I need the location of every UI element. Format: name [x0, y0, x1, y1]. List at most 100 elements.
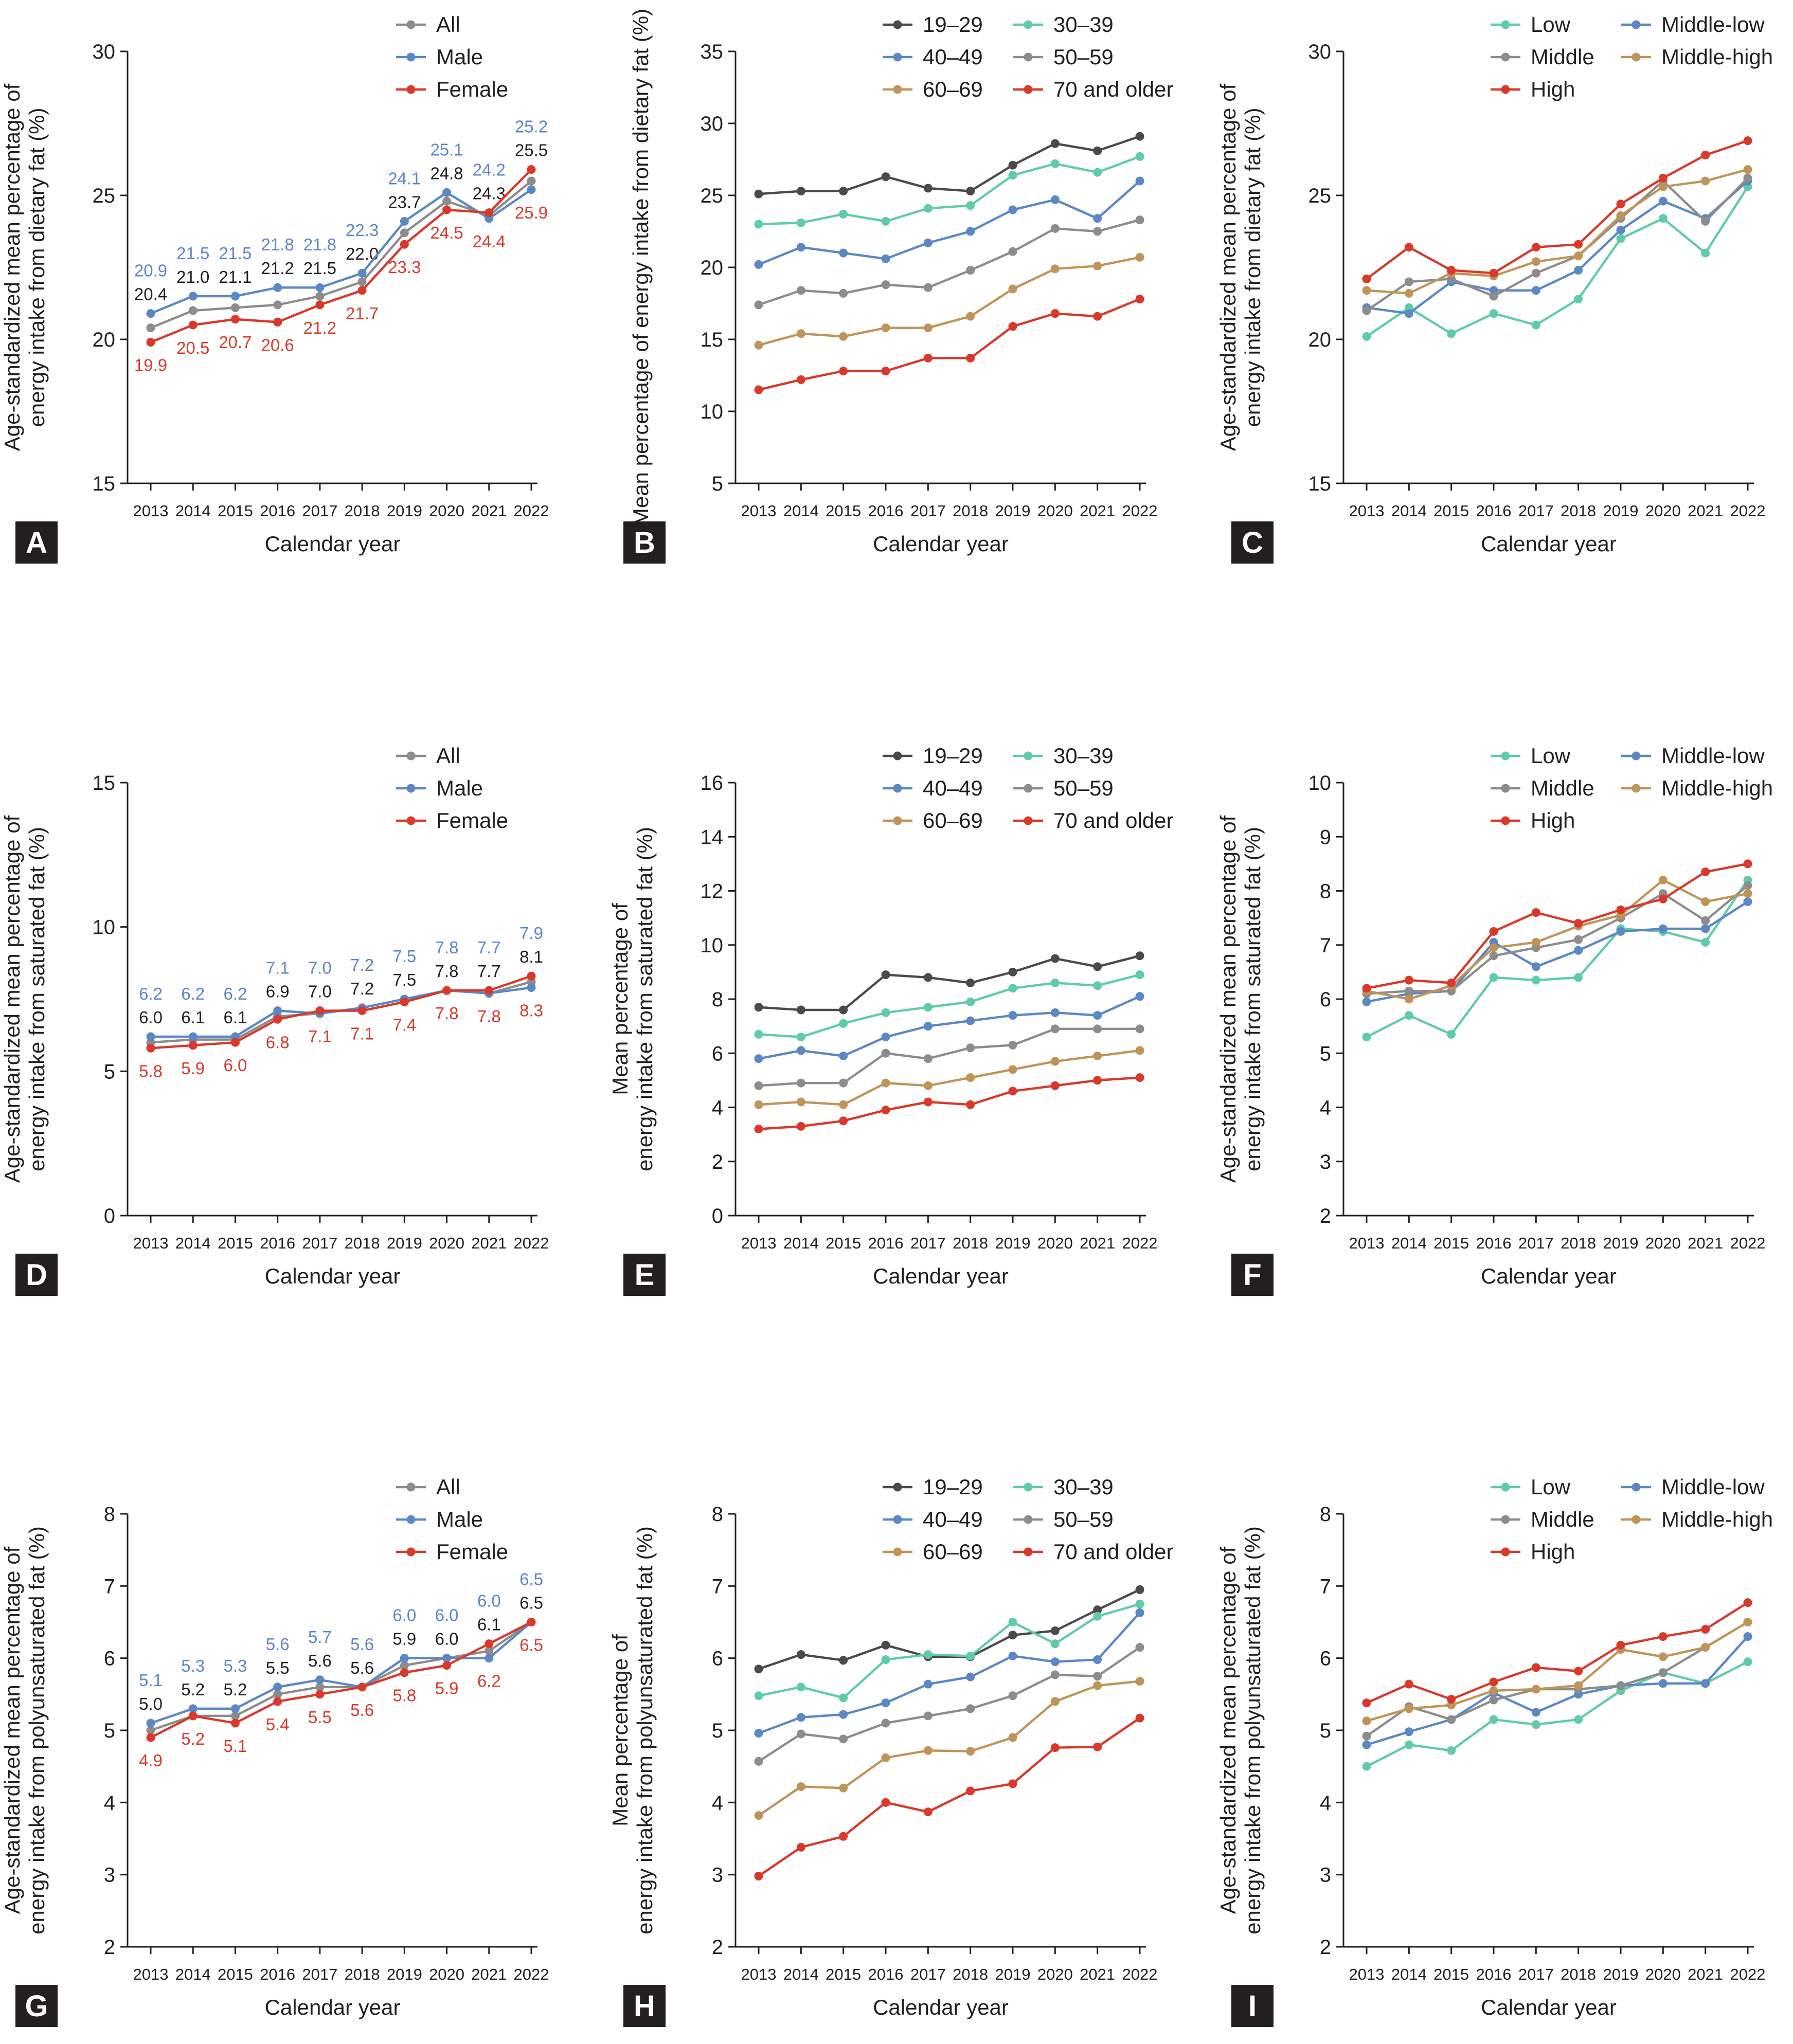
y-tick-label: 20 — [701, 257, 724, 279]
data-point-middle_low — [1743, 897, 1752, 907]
data-point-all — [527, 176, 536, 186]
y-tick-label: 16 — [701, 772, 724, 794]
data-point-low — [1616, 234, 1625, 243]
legend-marker-age_40_49 — [893, 52, 902, 62]
x-tick-label: 2021 — [1080, 1965, 1115, 1983]
panel-badge-label: A — [26, 526, 47, 559]
data-point-age_30_39 — [839, 1019, 848, 1028]
data-label-all: 5.2 — [181, 1680, 205, 1699]
panel-badge-label: E — [635, 1258, 655, 1292]
data-point-age_30_39 — [1135, 1599, 1144, 1608]
data-point-age_40_49 — [881, 254, 890, 263]
data-point-female — [485, 208, 494, 218]
data-point-middle — [1701, 916, 1710, 925]
y-tick-label: 6 — [1320, 1648, 1331, 1670]
panel-c: 15 20 25 30 2013 2014 2015 2016 2017 2018 2019 2020… — [1216, 12, 1773, 564]
data-point-low — [1447, 329, 1456, 338]
data-point-all — [273, 300, 282, 310]
x-tick-label: 2022 — [1730, 502, 1766, 520]
x-tick-label: 2021 — [1080, 1234, 1115, 1252]
x-tick-label: 2019 — [387, 502, 422, 520]
data-point-age_60_69 — [881, 323, 890, 333]
legend-marker-age_30_39 — [1024, 751, 1033, 761]
data-label-all: 7.2 — [350, 979, 374, 998]
data-point-middle_high — [1701, 176, 1710, 186]
data-point-age_40_49 — [1008, 205, 1017, 214]
data-point-age_50_59 — [966, 1043, 975, 1053]
series-line-age_70_plus — [758, 1717, 1141, 1877]
data-label-female: 6.2 — [477, 1672, 501, 1691]
data-point-high — [1362, 984, 1371, 993]
legend-marker-middle_low — [1631, 751, 1641, 761]
data-point-high — [1658, 1632, 1668, 1641]
data-point-low — [1743, 1657, 1752, 1667]
data-point-high — [1574, 240, 1583, 249]
y-tick-label: 15 — [1308, 473, 1332, 495]
legend-marker-age_19_29 — [893, 1482, 902, 1492]
data-point-female — [230, 315, 240, 324]
y-axis-title: Mean percentage of — [608, 903, 632, 1095]
panel-badge-label: B — [634, 526, 655, 559]
data-point-male — [273, 1006, 282, 1015]
data-point-female — [442, 986, 452, 995]
data-point-age_40_49 — [881, 1033, 890, 1042]
data-label-female: 6.8 — [266, 1033, 290, 1052]
data-label-female: 5.8 — [139, 1061, 163, 1080]
data-point-middle_high — [1404, 1704, 1413, 1713]
data-point-high — [1743, 136, 1752, 146]
data-point-middle — [1404, 277, 1413, 286]
data-point-age_70_plus — [1050, 1081, 1060, 1090]
data-point-middle_low — [1362, 1740, 1371, 1749]
x-tick-label: 2017 — [1518, 1234, 1554, 1252]
legend-marker-age_30_39 — [1024, 1482, 1033, 1492]
series-line-high — [1366, 862, 1748, 990]
legend-marker-middle — [1501, 52, 1510, 62]
data-point-age_30_39 — [1050, 159, 1060, 168]
x-tick-label: 2022 — [514, 1234, 549, 1252]
x-tick-label: 2018 — [345, 1234, 380, 1252]
data-point-male — [230, 292, 240, 301]
data-label-female: 19.9 — [134, 356, 167, 375]
legend-label-age_70_plus: 70 and older — [1053, 77, 1174, 101]
y-tick-label: 5 — [104, 1720, 115, 1742]
legend-marker-high — [1501, 816, 1510, 825]
series-line-female — [150, 169, 532, 343]
data-point-female — [400, 998, 409, 1007]
data-point-all — [230, 303, 240, 312]
x-tick-label: 2019 — [995, 1965, 1031, 1983]
data-point-middle_low — [1531, 286, 1540, 295]
panel-b: 5 10 15 20 25 30 35 2013 2014 2015 2016 2017 2018 201… — [623, 9, 1174, 564]
x-tick-label: 2018 — [345, 1965, 380, 1983]
data-point-middle_low — [1404, 1727, 1413, 1737]
data-point-age_50_59 — [966, 266, 975, 275]
data-point-middle_high — [1531, 937, 1540, 947]
data-point-age_60_69 — [881, 1753, 890, 1762]
data-point-age_50_59 — [1093, 1024, 1102, 1034]
x-tick-label: 2016 — [260, 1234, 295, 1252]
data-point-high — [1362, 1698, 1371, 1708]
data-point-high — [1743, 1598, 1752, 1607]
data-point-age_60_69 — [966, 1747, 975, 1756]
data-point-middle — [1616, 1681, 1625, 1690]
x-tick-label: 2016 — [868, 1234, 904, 1252]
data-point-age_60_69 — [966, 1073, 975, 1082]
data-point-age_50_59 — [796, 1078, 805, 1088]
legend-marker-age_30_39 — [1024, 20, 1033, 29]
x-axis-title: Calendar year — [1481, 1995, 1617, 2019]
data-label-male: 5.3 — [224, 1656, 247, 1675]
data-label-male: 6.0 — [435, 1606, 459, 1625]
x-tick-label: 2022 — [1730, 1234, 1766, 1252]
series-line-female — [150, 974, 532, 1050]
data-point-age_70_plus — [1093, 312, 1102, 321]
data-label-male: 6.5 — [519, 1570, 543, 1589]
data-point-age_40_49 — [796, 1713, 805, 1722]
data-point-female — [273, 1697, 282, 1706]
y-tick-label: 4 — [712, 1792, 723, 1814]
y-axis-title: energy intake from saturated fat (%) — [25, 827, 49, 1171]
data-point-age_50_59 — [1008, 1040, 1017, 1050]
data-label-male: 7.2 — [350, 955, 374, 974]
legend-marker-female — [406, 1547, 416, 1557]
data-point-age_50_59 — [754, 1757, 763, 1766]
data-point-age_50_59 — [881, 1719, 890, 1728]
